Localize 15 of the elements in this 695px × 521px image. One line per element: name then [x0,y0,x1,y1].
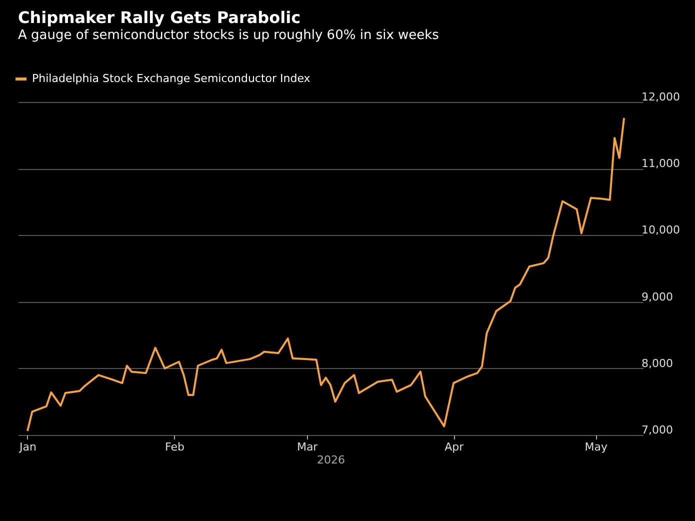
y-tick-label: 10,000 [642,224,680,237]
x-axis-title: 2026 [317,454,345,466]
x-tick-label: Feb [165,440,184,454]
y-tick-label: 7,000 [642,424,673,436]
chart-subtitle: A gauge of semiconductor stocks is up roughly 60% in six weeks [18,28,440,43]
x-tick-label: Apr [444,440,464,454]
x-tick-label: May [584,440,608,454]
x-tick-label: Jan [18,440,36,454]
chart-title: Chipmaker Rally Gets Parabolic [18,8,301,27]
y-tick-label: 11,000 [642,157,680,170]
y-tick-label: 9,000 [642,290,673,304]
y-tick-label: 8,000 [642,356,673,370]
legend-label: Philadelphia Stock Exchange Semiconductor Index [32,72,311,85]
x-tick-label: Mar [296,440,318,454]
y-tick-label: 12,000 [642,90,680,104]
